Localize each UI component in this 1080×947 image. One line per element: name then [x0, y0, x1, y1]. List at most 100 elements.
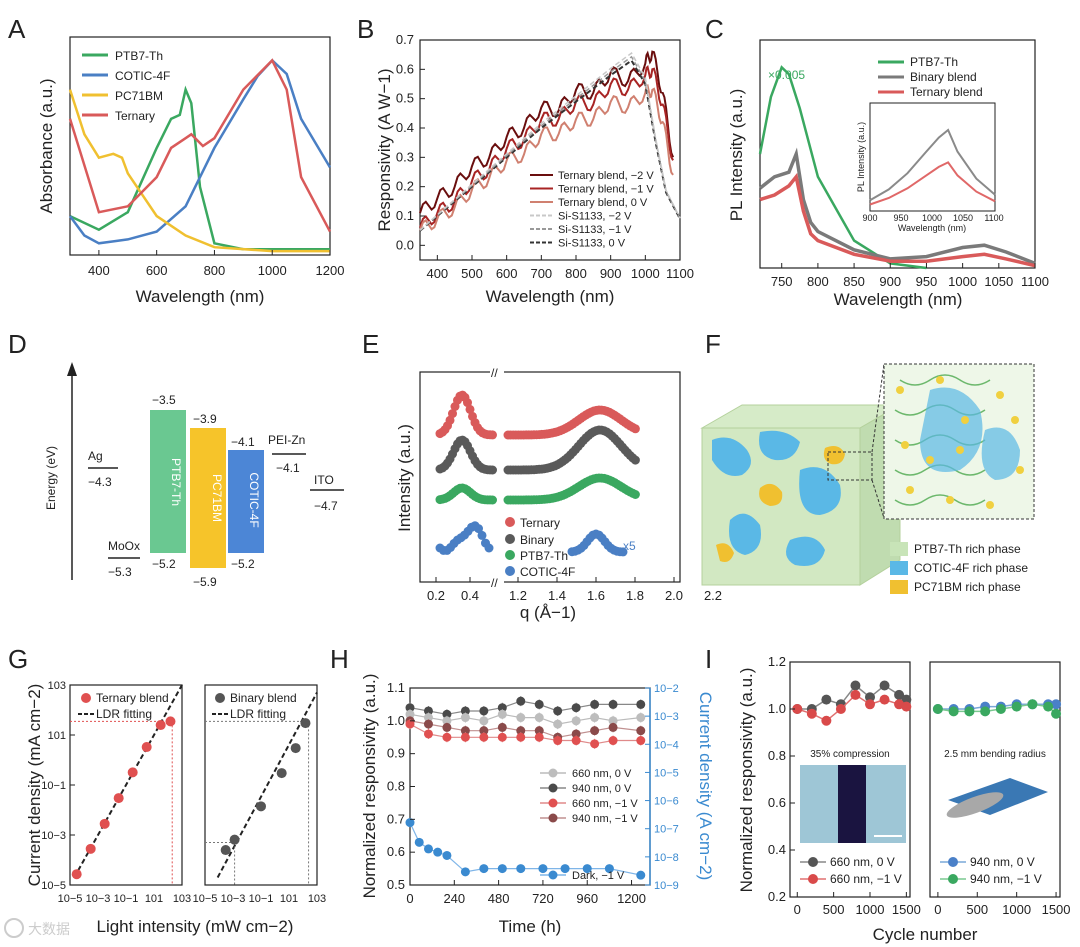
tick-label-h-y-3: 0.8: [387, 779, 405, 794]
marker-i-940-nm-1-v: [980, 706, 991, 717]
panel-letter-c: C: [705, 14, 724, 44]
marker-h-dark: [560, 864, 570, 874]
tick-label-g-left-x-0: 10−5: [58, 893, 83, 905]
legend-i-660-1-marker: [808, 874, 818, 884]
panel-c-scale-annotation: ×0.005: [768, 68, 805, 82]
panel-e-giwaxs-chart: // // 0.2 0.4 1.2 1.4 1.6 1.8 2.0 2.2 x5 q (Å−1…: [395, 366, 722, 622]
marker-h-940-nm-1-v: [460, 726, 470, 736]
panel-b-responsivity-chart: 400 500 600 700 800 900 1000 1100 0.0 0.1 0.2 0.3 0.…: [375, 32, 694, 306]
tick-label-i-x-1-1500: 1500: [1042, 902, 1071, 917]
marker-h-660-nm-1-v: [590, 739, 600, 749]
ito-label: ITO: [314, 473, 334, 487]
panel-i-frame-right: [929, 661, 1061, 898]
tick-label-h-x-0: 0: [406, 891, 413, 906]
panel-i-caption-left: 35% compression: [810, 749, 889, 760]
fullerene-dot-9: [926, 456, 934, 464]
tick-label-g-right-x-3: 101: [280, 893, 298, 905]
panel-e-scale-annotation: x5: [623, 539, 636, 553]
panel-e-axis-break-bottom-mask: [490, 578, 504, 586]
tick-label-i-y-3: 0.8: [768, 748, 786, 763]
legend-h-label-1: 940 nm, 0 V: [572, 783, 632, 795]
panel-c-inset-tick-900: 900: [862, 213, 877, 223]
panel-c-inset-xlabel: Wavelength (nm): [898, 223, 966, 233]
marker-i-940-nm-1-v: [1043, 701, 1054, 712]
panel-c-inset-tick-1000: 1000: [922, 213, 942, 223]
tick-label-h-x-480: 480: [488, 891, 510, 906]
marker-i-660-nm-1-v: [865, 699, 875, 710]
legend-g-fit: LDR fitting: [96, 707, 152, 721]
panel-a-xlabel: Wavelength (nm): [136, 287, 265, 306]
tick-label-c-850: 850: [843, 274, 865, 289]
marker-h-dark: [636, 870, 646, 880]
marker-i-660-nm-0-v: [821, 694, 832, 705]
series-a-ptb7-th: [69, 85, 330, 251]
panel-c-xlabel: Wavelength (nm): [834, 290, 963, 309]
panel-b-xlabel: Wavelength (nm): [486, 287, 615, 306]
ptb7-top-value: −3.5: [152, 393, 176, 407]
ptb7-bottom-value: −5.2: [152, 557, 176, 571]
legend-b-label-0: Ternary blend, −2 V: [558, 170, 654, 182]
marker-i-660-nm-1-v: [806, 708, 817, 719]
marker-h-940-nm-0-v: [423, 706, 433, 716]
panel-c-series-group: [758, 65, 1036, 270]
bending-rod: [946, 792, 1004, 818]
tick-label-g-left-x-1: 10−3: [86, 893, 111, 905]
panel-h-y2label: Current density (A cm−2): [696, 692, 715, 881]
marker-h-660-nm-1-v: [516, 732, 526, 742]
marker-e-ternary-high: [630, 424, 640, 434]
marker-i-660-nm-1-v: [850, 689, 861, 700]
tick-label-b-y-4: 0.4: [396, 120, 414, 135]
watermark-text: 大数据: [28, 921, 70, 937]
moox-label: MoOx: [108, 539, 140, 553]
tick-label-i-x-1-500: 500: [966, 902, 988, 917]
panel-c-inset-binary: [869, 128, 996, 202]
marker-h-660-nm-1-v: [423, 729, 433, 739]
marker-e-binary-high: [630, 455, 640, 465]
tick-label-b-x-900: 900: [600, 266, 622, 281]
legend-e-binary-marker: [505, 534, 515, 544]
marker-h-940-nm-1-v: [497, 722, 507, 732]
marker-h-dark: [497, 864, 507, 874]
tick-label-g-right-x-1: 10−3: [221, 893, 246, 905]
marker-h-dark: [460, 867, 470, 877]
tick-label-h-y-4: 0.9: [387, 746, 405, 761]
series-b-si-0v: [419, 59, 681, 232]
panel-letter-e: E: [362, 329, 379, 359]
fullerene-dot-8: [1011, 416, 1019, 424]
panel-i-legend-right: 940 nm, 0 V 940 nm, −1 V: [940, 855, 1042, 886]
panel-i-xlabel: Cycle number: [873, 925, 978, 944]
tick-label-h-y-6: 1.1: [387, 680, 405, 695]
legend-h-marker-0: [548, 768, 558, 778]
pc71bm-domain: [823, 446, 845, 465]
marker-h-660-nm-1-v: [571, 736, 581, 746]
panel-a-ylabel: Absorbance (a.u.): [37, 78, 56, 213]
legend-h-label-3: 940 nm, −1 V: [572, 813, 638, 825]
panel-c-ylabel: PL Intensity (a.u.): [727, 89, 746, 222]
tick-label-h-y-5: 1.0: [387, 713, 405, 728]
legend-a-ptb7: PTB7-Th: [115, 49, 163, 63]
marker-h-940-nm-0-v: [571, 703, 581, 713]
legend-f-cotic-swatch: [890, 561, 908, 575]
tick-label-b-y-2: 0.2: [396, 179, 414, 194]
panel-b-frame: [419, 39, 681, 261]
tick-label-c-1050: 1050: [984, 274, 1013, 289]
marker-e-ternary-low: [448, 409, 457, 419]
legend-f-pc71: PC71BM rich phase: [914, 580, 1021, 594]
marker-g-ternary: [155, 720, 166, 731]
panel-b-ylabel: Responsivity (A W−1): [375, 69, 394, 232]
marker-h-660-nm-0-v: [442, 716, 452, 726]
legend-h-marker-1: [548, 783, 558, 793]
tick-label-g-y-0: 10−5: [41, 880, 66, 892]
marker-h-940-nm-1-v: [479, 726, 489, 736]
legend-e-ternary-marker: [505, 517, 515, 527]
tick-label-h-x-240: 240: [443, 891, 465, 906]
marker-h-660-nm-1-v: [479, 732, 489, 742]
marker-h-940-nm-0-v: [497, 703, 507, 713]
marker-g-ternary: [99, 818, 110, 829]
panel-h-xlabel: Time (h): [499, 917, 562, 936]
marker-h-dark: [423, 844, 433, 854]
marker-i-660-nm-0-v: [894, 689, 905, 700]
panel-letter-a: A: [8, 14, 26, 44]
tick-label-g-y-3: 101: [48, 730, 66, 742]
marker-h-940-nm-1-v: [571, 729, 581, 739]
